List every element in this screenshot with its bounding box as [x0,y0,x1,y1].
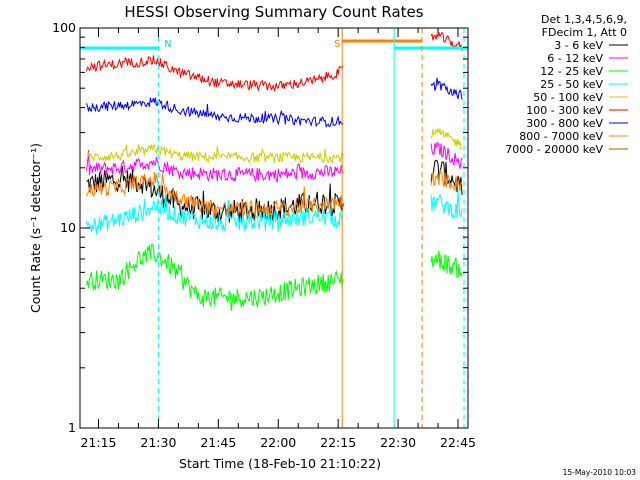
legend-label: 50 - 100 keV [533,91,603,104]
legend: Det 1,3,4,5,6,9,FDecim 1, Att 03 - 6 keV… [505,13,628,156]
y-tick-label: 10 [60,220,76,235]
series-line [86,150,344,183]
plot-timestamp: 15-May-2010 10:03 [563,468,637,477]
x-tick-label: 21:15 [80,435,116,450]
series-line [86,97,344,128]
series-line [430,77,463,100]
series-line [430,126,463,150]
y-axis: 1 10 100 [52,20,468,435]
legend-label: 3 - 6 keV [554,39,603,52]
y-axis-label: Count Rate (s⁻¹ detector⁻¹) [28,143,43,313]
legend-header: FDecim 1, Att 0 [542,26,627,39]
y-tick-label: 1 [68,420,76,435]
series-line [430,250,463,278]
annotation-n: N [164,39,171,50]
legend-label: 300 - 800 keV [526,117,603,130]
x-tick-label: 22:00 [260,435,296,450]
series-line [430,190,463,220]
flag-bars [80,39,468,50]
x-axis-label: Start Time (18-Feb-10 21:10:22) [179,456,381,471]
series-300-800-kev [86,77,463,128]
series-line [86,243,344,311]
series-6-12-kev [86,142,463,183]
legend-label: 800 - 7000 keV [519,130,603,143]
chart-title: HESSI Observing Summary Count Rates [124,3,423,21]
series-line [86,144,344,164]
y-tick-label: 100 [52,20,76,35]
x-tick-label: 21:45 [200,435,236,450]
annotation-s: S [334,39,340,50]
series-12-25-kev [86,243,463,311]
series-800-7000-kev [86,168,463,218]
series-line [86,193,344,235]
series-100-300-kev [86,31,463,93]
legend-label: 6 - 12 keV [547,52,603,65]
series-line [430,31,463,51]
x-tick-label: 22:15 [320,435,356,450]
x-tick-label: 22:30 [380,435,416,450]
legend-label: 7000 - 20000 keV [505,143,603,156]
series-line [86,172,344,218]
legend-header: Det 1,3,4,5,6,9, [541,13,627,26]
legend-label: 12 - 25 keV [540,65,603,78]
series-line [86,55,344,93]
series-25-50-kev [86,190,463,235]
x-tick-label: 21:30 [140,435,176,450]
x-tick-label: 22:45 [440,435,476,450]
series-line [430,159,463,196]
legend-label: 100 - 300 keV [526,104,603,117]
legend-label: 25 - 50 keV [540,78,603,91]
series-line [430,168,463,192]
x-axis: 21:15 21:30 21:45 22:00 22:15 22:30 22:45 [80,28,476,450]
series-line [430,142,463,169]
series-50-100-kev [86,126,463,164]
